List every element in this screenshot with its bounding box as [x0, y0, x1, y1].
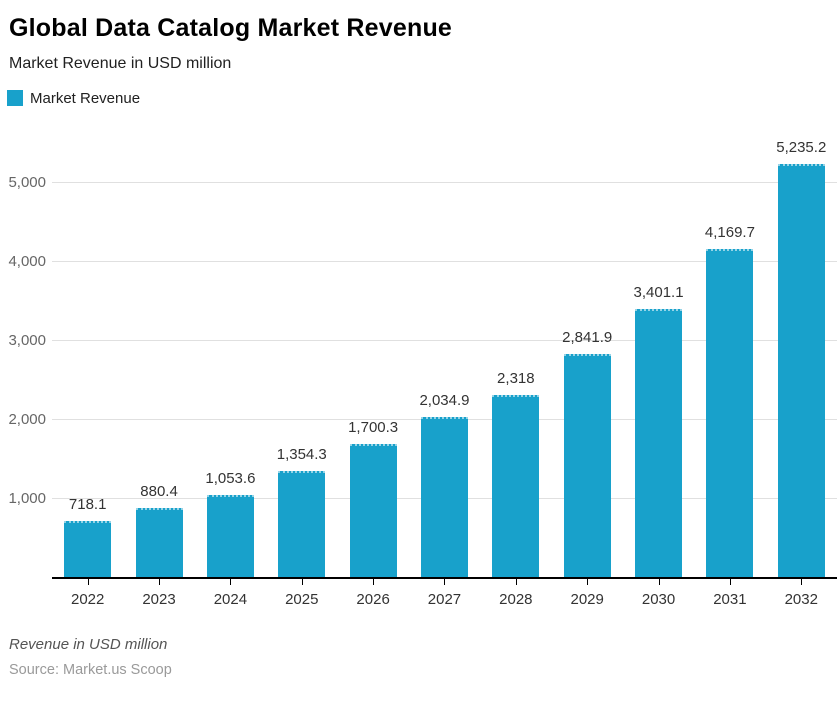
x-axis-tick-2027 — [444, 578, 446, 585]
bar-value-label-2031: 4,169.7 — [704, 223, 755, 241]
plot-area: 718.1 880.4 1,053.6 1,354.3 1,700.3 2,034.9 2,… — [52, 136, 837, 585]
bar-chart: 1,000 2,000 3,000 4,000 5,000 718.1 880.4 1,05… — [0, 136, 840, 585]
bar-slot-2030: 3,401.1 — [623, 136, 694, 585]
x-axis-label-2022: 2022 — [70, 591, 105, 608]
bar-slot-2023: 880.4 — [123, 136, 194, 585]
bar-value-label-2029: 2,841.9 — [562, 328, 613, 346]
y-axis: 1,000 2,000 3,000 4,000 5,000 — [0, 136, 46, 578]
bar-value-label-2027: 2,034.9 — [419, 392, 470, 410]
x-axis-tick-2028 — [515, 578, 517, 585]
x-axis-label-2027: 2027 — [427, 591, 462, 608]
gridline-5,000 — [52, 182, 837, 184]
x-axis-label-2026: 2026 — [356, 591, 390, 608]
y-axis-label-3,000: 3,000 — [8, 332, 46, 350]
y-axis-label-1,000: 1,000 — [8, 490, 46, 508]
x-axis-label-2029: 2029 — [570, 591, 604, 608]
footer-note: Revenue in USD million — [9, 636, 168, 653]
gridline-3,000 — [52, 340, 837, 342]
bar-slot-2031: 4,169.7 — [694, 136, 765, 585]
y-axis-label-5,000: 5,000 — [8, 174, 46, 192]
x-axis-label-2028: 2028 — [499, 591, 533, 608]
x-axis-tick-2022 — [87, 578, 89, 585]
x-axis-label-2030: 2030 — [641, 591, 676, 608]
x-axis-labels: 2022 2023 2024 2025 2026 2027 2028 2029 2030 2031… — [52, 591, 837, 609]
legend-item-market-revenue[interactable]: Market Revenue — [30, 89, 141, 107]
bar-2023[interactable] — [135, 508, 183, 578]
y-axis-label-2,000: 2,000 — [8, 411, 46, 429]
bar-slot-2027: 2,034.9 — [409, 136, 480, 585]
x-axis-tick-2031 — [729, 578, 731, 585]
bar-slot-2026: 1,700.3 — [337, 136, 408, 585]
y-axis-label-4,000: 4,000 — [8, 253, 46, 271]
bar-slot-2029: 2,841.9 — [552, 136, 623, 585]
x-axis-tick-2025 — [301, 578, 303, 585]
x-axis-tick-2030 — [658, 578, 660, 585]
chart-subtitle: Market Revenue in USD million — [9, 55, 232, 72]
bar-slot-2024: 1,053.6 — [195, 136, 266, 585]
bar-value-label-2032: 5,235.2 — [776, 139, 827, 157]
bar-2031[interactable] — [706, 248, 754, 578]
bar-value-label-2025: 1,354.3 — [276, 446, 327, 464]
chart-title: Global Data Catalog Market Revenue — [9, 14, 453, 42]
bar-slot-2022: 718.1 — [52, 136, 123, 585]
gridline-4,000 — [52, 261, 837, 263]
bar-2025[interactable] — [278, 471, 326, 578]
bar-value-label-2030: 3,401.1 — [633, 284, 684, 302]
bar-slot-2028: 2,318 — [480, 136, 551, 585]
chart-footer: Revenue in USD million Source: Market.us… — [9, 636, 840, 679]
footer-source: Source: Market.us Scoop — [9, 662, 172, 678]
x-axis-tick-2023 — [159, 578, 161, 585]
x-axis-label-2031: 2031 — [713, 591, 747, 608]
x-axis-label-2024: 2024 — [213, 591, 248, 608]
bar-2028[interactable] — [492, 394, 540, 578]
bar-value-label-2026: 1,700.3 — [348, 418, 399, 436]
x-axis-tick-2024 — [230, 578, 232, 585]
x-axis-label-2032: 2032 — [784, 591, 818, 608]
bar-2022[interactable] — [64, 521, 112, 578]
bar-2026[interactable] — [349, 443, 397, 578]
chart-header: Global Data Catalog Market Revenue Marke… — [0, 0, 840, 73]
legend-swatch-icon[interactable] — [7, 90, 23, 106]
bar-2030[interactable] — [635, 309, 683, 578]
bar-2029[interactable] — [563, 353, 611, 578]
x-axis-tick-2026 — [373, 578, 375, 585]
x-axis-label-2025: 2025 — [285, 591, 319, 608]
x-axis-line — [52, 577, 837, 579]
bar-slot-2032: 5,235.2 — [766, 136, 837, 585]
bar-slot-2025: 1,354.3 — [266, 136, 337, 585]
bar-2027[interactable] — [420, 417, 468, 578]
bar-value-label-2028: 2,318 — [497, 369, 535, 387]
bars-container: 718.1 880.4 1,053.6 1,354.3 1,700.3 2,034.9 2,… — [52, 136, 837, 585]
x-axis-label-2023: 2023 — [142, 591, 176, 608]
bar-value-label-2022: 718.1 — [68, 496, 107, 514]
bar-value-label-2023: 880.4 — [140, 483, 178, 501]
x-axis-tick-2029 — [587, 578, 589, 585]
legend: Market Revenue — [7, 89, 840, 107]
x-axis-tick-2032 — [801, 578, 803, 585]
bar-value-label-2024: 1,053.6 — [205, 469, 256, 487]
bar-2024[interactable] — [206, 494, 254, 578]
bar-2032[interactable] — [777, 164, 825, 578]
